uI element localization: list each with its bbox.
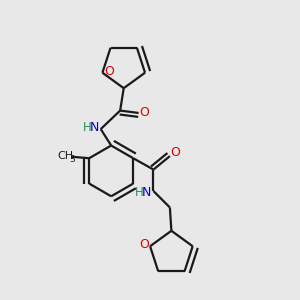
Text: O: O	[104, 65, 114, 78]
Text: CH: CH	[58, 151, 74, 161]
Text: H: H	[135, 186, 144, 199]
Text: O: O	[139, 238, 149, 251]
Text: H: H	[82, 121, 91, 134]
Text: 3: 3	[69, 155, 75, 164]
Text: N: N	[142, 186, 152, 199]
Text: N: N	[89, 121, 99, 134]
Text: O: O	[140, 106, 150, 118]
Text: O: O	[170, 146, 180, 159]
